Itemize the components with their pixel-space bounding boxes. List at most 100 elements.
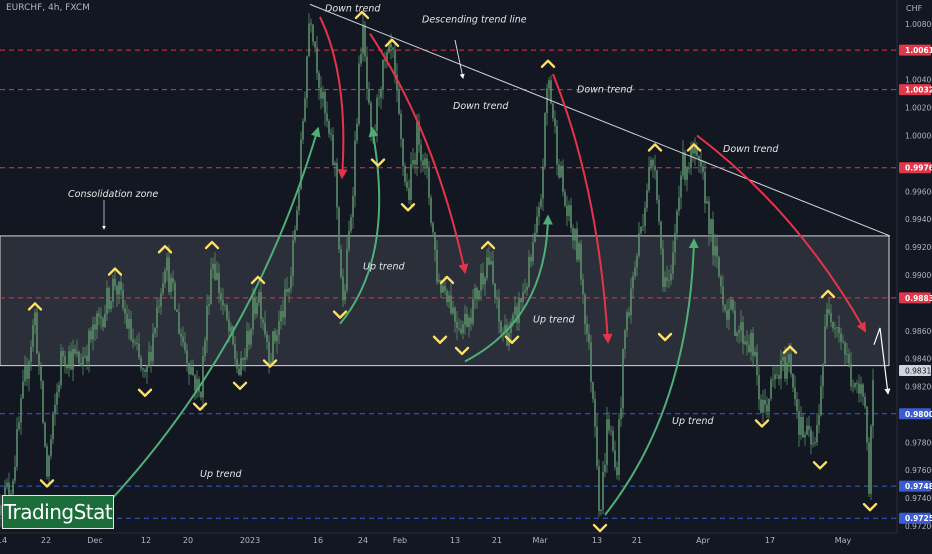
candle-body <box>360 53 362 64</box>
candle-body <box>502 331 504 333</box>
candle-body <box>302 121 304 140</box>
annotation-label: Consolidation zone <box>68 189 158 200</box>
price-level-tag-label: 0.98836 <box>905 294 932 303</box>
candle-body <box>152 333 154 362</box>
candle-body <box>854 382 856 387</box>
candle-body <box>826 309 828 327</box>
candle-body <box>818 415 820 425</box>
swing-marker <box>540 59 556 68</box>
candle-body <box>770 379 772 399</box>
candle-body <box>248 331 250 345</box>
candle-body <box>540 198 542 208</box>
candle-body <box>682 152 684 176</box>
trendline-label-pointer <box>454 39 465 79</box>
candle-body <box>610 430 612 432</box>
candle-body <box>204 340 206 356</box>
tradingstat-logo: TradingStat <box>2 495 114 529</box>
swing-marker <box>754 419 770 428</box>
candle-body <box>64 356 66 365</box>
candle-body <box>490 261 492 265</box>
candle-body <box>668 280 670 282</box>
candle-body <box>202 355 204 398</box>
currency-label: CHF <box>906 4 923 13</box>
candle-body <box>730 299 732 310</box>
candle-body <box>764 399 766 405</box>
candle-body <box>94 324 96 330</box>
candle-body <box>532 242 534 262</box>
price-level-tag <box>899 84 931 96</box>
candle-body <box>388 43 390 53</box>
candle-body <box>488 257 490 265</box>
annotation-label: Up trend <box>533 314 575 325</box>
candle-body <box>470 317 472 324</box>
candle-body <box>82 356 84 367</box>
candle-body <box>332 134 334 166</box>
time-tick-label: Mar <box>532 536 548 545</box>
current-price-tag <box>899 365 931 377</box>
candle-body <box>722 286 724 305</box>
candle-body <box>780 360 782 379</box>
candle-body <box>38 353 40 367</box>
annotation-label: Up trend <box>672 416 714 427</box>
candle-body <box>124 308 126 314</box>
time-axis-background <box>0 533 932 550</box>
candle-body <box>782 356 784 361</box>
candle-body <box>354 140 356 197</box>
candle-body <box>852 386 854 388</box>
swing-marker <box>812 461 828 470</box>
candle-body <box>670 273 672 281</box>
candle-body <box>362 24 364 54</box>
candle-body <box>506 324 508 346</box>
candle-body <box>42 381 44 423</box>
swing-marker <box>686 143 702 152</box>
candle-body <box>440 279 442 293</box>
price-levels-layer <box>0 49 897 519</box>
candle-body <box>686 168 688 180</box>
candle-body <box>448 295 450 303</box>
candle-body <box>260 292 262 320</box>
swing-marker <box>250 275 266 285</box>
candle-body <box>660 221 662 249</box>
candle-body <box>352 196 354 218</box>
candle-body <box>216 272 218 280</box>
candle-body <box>696 146 698 156</box>
candle-body <box>232 326 234 344</box>
candle-body <box>548 80 550 89</box>
candle-body <box>690 147 692 169</box>
candle-body <box>492 261 494 284</box>
candle-body <box>830 313 832 323</box>
candle-body <box>40 366 42 382</box>
candle-body <box>742 322 744 344</box>
time-tick-label: 21 <box>492 536 502 545</box>
candle-body <box>662 248 664 287</box>
candle-body <box>418 121 420 145</box>
candle-body <box>456 321 458 328</box>
candle-body <box>138 343 140 358</box>
candle-body <box>564 192 566 206</box>
candle-body <box>680 175 682 198</box>
price-level-tag <box>899 408 931 420</box>
price-tick-label: 1.00400 <box>905 76 932 85</box>
candle-body <box>534 232 536 243</box>
candle-body <box>612 431 614 451</box>
candle-body <box>408 187 410 200</box>
candle-body <box>500 321 502 333</box>
price-level-tag-label: 0.97256 <box>905 514 932 523</box>
candle-body <box>12 480 14 495</box>
candle-body <box>870 426 872 494</box>
candle-body <box>812 443 814 445</box>
candle-body <box>384 59 386 61</box>
candle-body <box>772 379 774 380</box>
time-tick-label: 2023 <box>240 536 260 545</box>
candle-body <box>170 278 172 292</box>
candle-body <box>728 309 730 320</box>
candle-body <box>416 121 418 165</box>
candle-body <box>650 159 652 168</box>
candle-body <box>594 398 596 427</box>
time-tick-label: 13 <box>450 536 460 545</box>
candle-body <box>30 346 32 362</box>
